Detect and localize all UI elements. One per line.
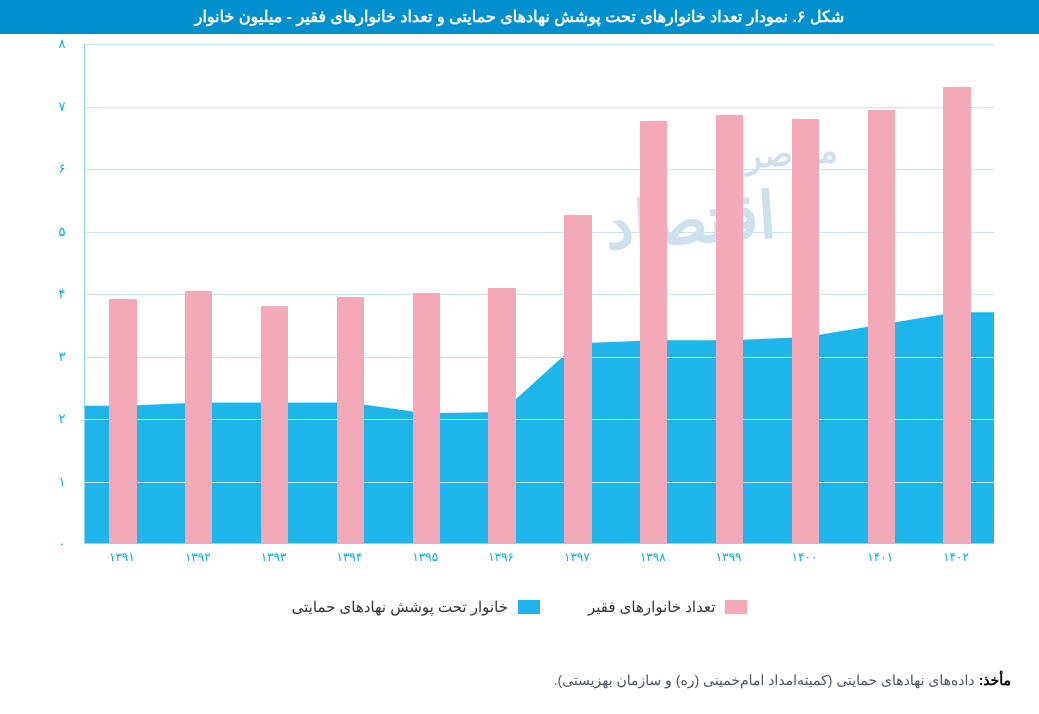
x-tick-label: ۱۴۰۱ — [867, 550, 893, 564]
legend-item-area: خانوار تحت پوشش نهادهای حمایتی — [292, 598, 540, 616]
legend-label-bar: تعداد خانوارهای فقیر — [588, 598, 715, 616]
bar — [564, 215, 591, 543]
bar — [185, 291, 212, 543]
legend-swatch-area — [518, 600, 540, 614]
y-tick-label: ۸ — [44, 36, 80, 52]
x-tick-label: ۱۳۹۲ — [185, 550, 211, 564]
legend: تعداد خانوارهای فقیر خانوار تحت پوشش نها… — [0, 598, 1039, 616]
bar — [337, 297, 364, 543]
grid-line — [85, 419, 994, 420]
source-label: مأخذ: — [979, 672, 1011, 688]
bar — [488, 288, 515, 543]
x-tick-label: ۱۳۹۹ — [716, 550, 742, 564]
chart-title-bar: شکل ۶. نمودار تعداد خانوارهای تحت پوشش ن… — [0, 0, 1039, 34]
area-series-path — [85, 312, 994, 543]
grid-line — [85, 107, 994, 108]
bar — [943, 87, 970, 543]
grid-line — [85, 44, 994, 45]
x-axis-labels: ۱۳۹۱ ۱۳۹۲ ۱۳۹۳ ۱۳۹۴ ۱۳۹۵ ۱۳۹۶ ۱۳۹۷ ۱۳۹۸ ۱۳۹۹ ۱۴۰۰… — [84, 550, 994, 574]
bar — [792, 119, 819, 543]
x-tick-label: ۱۳۹۴ — [337, 550, 363, 564]
grid-line — [85, 232, 994, 233]
bar — [109, 299, 136, 543]
legend-item-bar: تعداد خانوارهای فقیر — [588, 598, 747, 616]
y-tick-label: ۷ — [44, 99, 80, 115]
legend-swatch-bar — [725, 600, 747, 614]
source-text: داده‌های نهادهای حمایتی (کمیته‌امداد اما… — [554, 672, 975, 688]
bar — [261, 306, 288, 544]
grid-line — [85, 482, 994, 483]
x-tick-label: ۱۴۰۲ — [943, 550, 969, 564]
bar — [868, 110, 895, 543]
plot-region: اقتصاد معاصر — [84, 44, 994, 544]
x-tick-label: ۱۳۹۶ — [488, 550, 514, 564]
grid-line — [85, 169, 994, 170]
x-tick-label: ۱۳۹۱ — [109, 550, 135, 564]
x-tick-label: ۱۳۹۳ — [261, 550, 287, 564]
y-tick-label: ۵ — [44, 224, 80, 240]
source-line: مأخذ: داده‌های نهادهای حمایتی (کمیته‌امد… — [554, 672, 1011, 689]
legend-label-area: خانوار تحت پوشش نهادهای حمایتی — [292, 598, 508, 616]
grid-line — [85, 294, 994, 295]
chart-area: ۰۱۲۳۴۵۶۷۸ اقتصاد معاصر ۱۳۹۱۱۳۹۲۱۳۹۳۱۳۹۴۱… — [44, 44, 1004, 574]
y-tick-label: ۴ — [44, 286, 80, 302]
x-tick-label: ۱۴۰۰ — [792, 550, 818, 564]
y-tick-label: ۱ — [44, 474, 80, 490]
grid-line — [85, 357, 994, 358]
x-tick-label: ۱۳۹۷ — [564, 550, 590, 564]
chart-title: شکل ۶. نمودار تعداد خانوارهای تحت پوشش ن… — [195, 7, 845, 27]
x-tick-label: ۱۳۹۸ — [640, 550, 666, 564]
bar — [716, 115, 743, 543]
y-tick-label: ۰ — [44, 536, 80, 552]
y-tick-label: ۶ — [44, 161, 80, 177]
x-tick-label: ۱۳۹۵ — [412, 550, 438, 564]
y-tick-label: ۳ — [44, 349, 80, 365]
bar — [413, 293, 440, 543]
bar — [640, 121, 667, 543]
y-tick-label: ۲ — [44, 411, 80, 427]
y-axis: ۰۱۲۳۴۵۶۷۸ — [44, 44, 80, 574]
